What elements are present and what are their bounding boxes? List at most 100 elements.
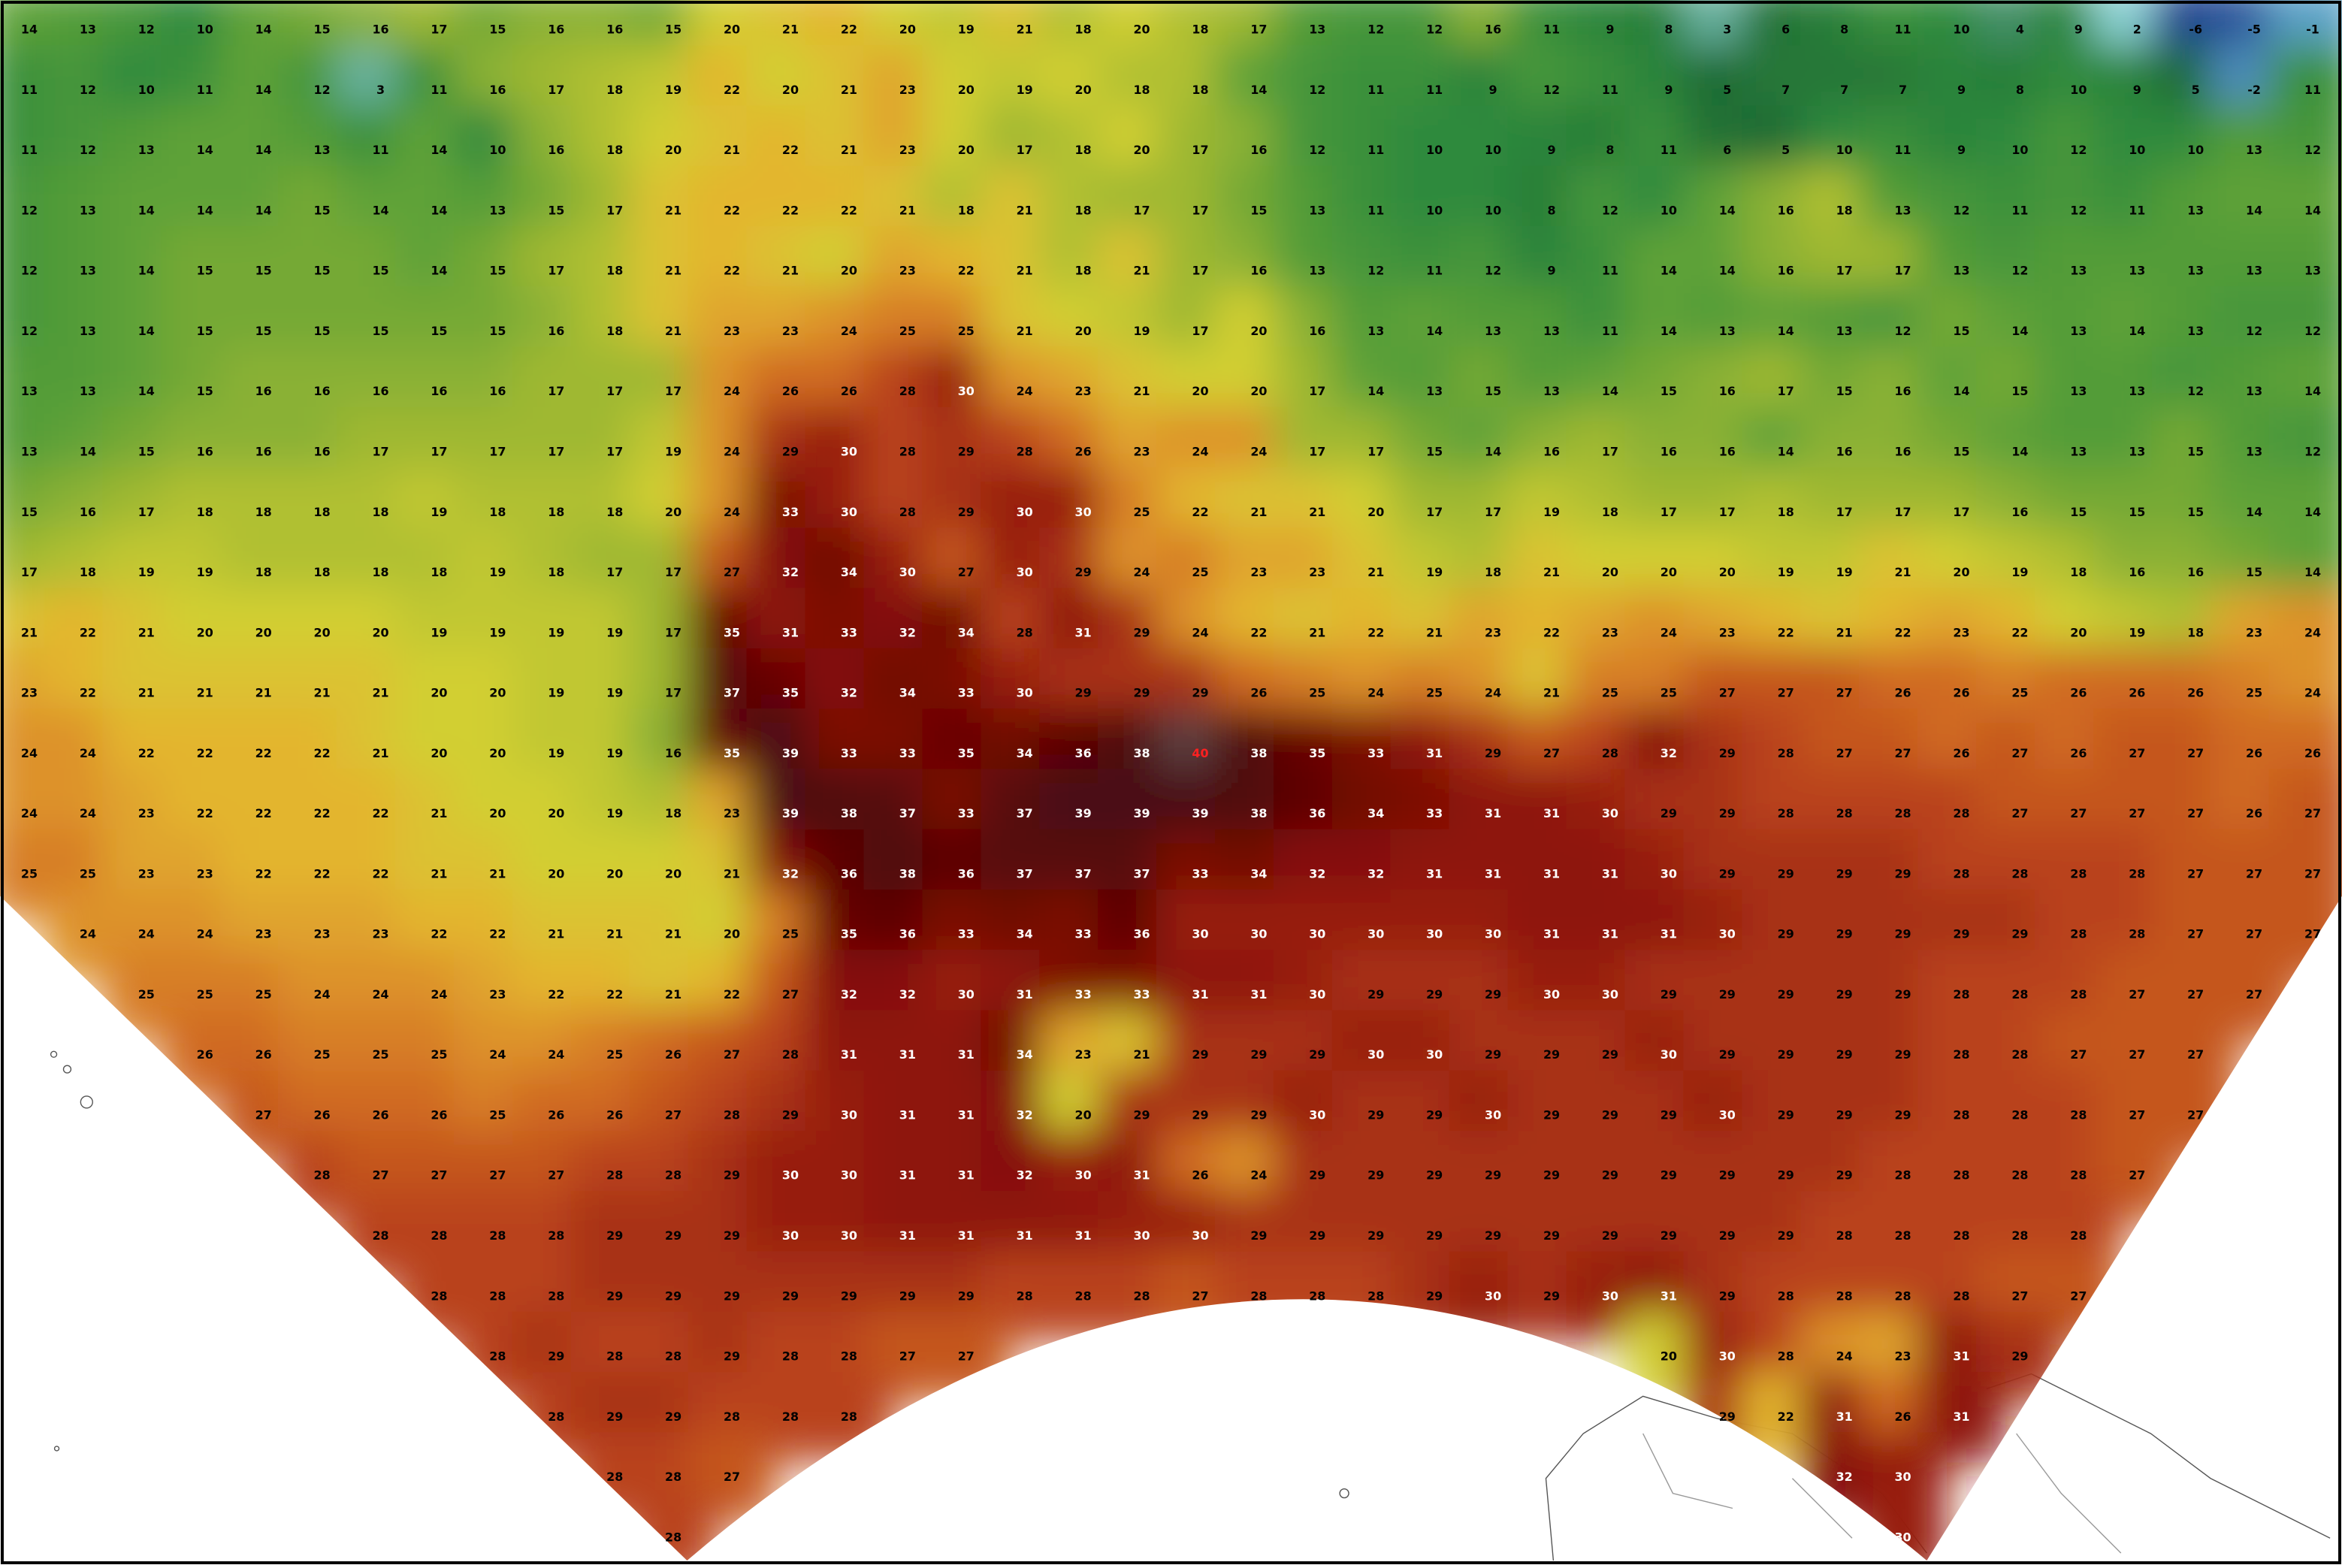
temperature-label: 8	[2016, 83, 2024, 97]
temperature-label: 21	[1836, 625, 1853, 639]
temperature-label: 28	[1017, 625, 1033, 639]
temperature-label: 28	[2070, 1168, 2087, 1183]
temperature-label: 22	[314, 866, 331, 881]
temperature-label: 15	[255, 324, 272, 338]
temperature-label: 26	[255, 1047, 272, 1062]
temperature-label: 17	[1836, 264, 1853, 278]
temperature-label: 20	[489, 746, 506, 760]
temperature-label: 31	[1250, 987, 1267, 1002]
temperature-label: 28	[2070, 927, 2087, 941]
temperature-label: 12	[21, 324, 38, 338]
temperature-label: 13	[2187, 324, 2204, 338]
temperature-label: 29	[1309, 1168, 1325, 1183]
temperature-label: 28	[1953, 866, 1969, 881]
temperature-label: 29	[958, 505, 975, 519]
temperature-label: 15	[197, 384, 213, 398]
temperature-label: 22	[431, 927, 447, 941]
temperature-label: 10	[197, 23, 213, 37]
temperature-label: 17	[1836, 505, 1853, 519]
temperature-label: 28	[1778, 806, 1794, 820]
temperature-label: 14	[138, 324, 155, 338]
temperature-label: 20	[1953, 565, 1969, 579]
temperature-label: 14	[138, 384, 155, 398]
temperature-label: 17	[606, 445, 623, 459]
temperature-label: 29	[1543, 1289, 1560, 1303]
temperature-label: 20	[724, 927, 740, 941]
temperature-label: 22	[606, 987, 623, 1002]
temperature-label: 27	[1836, 686, 1853, 700]
temperature-label: 26	[1953, 746, 1969, 760]
temperature-label: 15	[197, 324, 213, 338]
temperature-label: 22	[255, 806, 272, 820]
temperature-label: 13	[2187, 203, 2204, 217]
temperature-label: 9	[2133, 83, 2141, 97]
temperature-label: 19	[548, 746, 564, 760]
temperature-label: 29	[665, 1409, 681, 1424]
temperature-label: 2	[2133, 23, 2141, 37]
temperature-label: 20	[958, 83, 975, 97]
temperature-label: 13	[1485, 324, 1501, 338]
temperature-label: 22	[724, 987, 740, 1002]
temperature-label: 11	[2304, 83, 2321, 97]
temperature-label: 27	[2011, 746, 2028, 760]
temperature-label: 9	[1957, 143, 1966, 157]
temperature-label: 9	[2075, 23, 2083, 37]
temperature-label: 20	[724, 23, 740, 37]
temperature-label: 25	[80, 866, 96, 881]
temperature-label: 21	[1426, 625, 1443, 639]
temperature-label: 28	[1953, 1289, 1969, 1303]
temperature-label: 30	[1017, 505, 1033, 519]
temperature-label: 32	[899, 987, 916, 1002]
temperature-label: 20	[665, 505, 681, 519]
temperature-label: 12	[314, 83, 331, 97]
temperature-label: 15	[314, 203, 331, 217]
temperature-label: 25	[489, 1107, 506, 1122]
temperature-label: 29	[1719, 987, 1736, 1002]
temperature-label: 22	[1192, 505, 1208, 519]
temperature-label: 29	[548, 1349, 564, 1364]
temperature-label: 27	[724, 1047, 740, 1062]
temperature-label: 20	[899, 23, 916, 37]
temperature-label: 27	[724, 1470, 740, 1484]
temperature-label: 17	[1485, 505, 1501, 519]
temperature-label: 17	[1309, 384, 1325, 398]
temperature-label: 14	[197, 203, 213, 217]
temperature-label: 15	[372, 324, 388, 338]
temperature-label: 23	[138, 806, 155, 820]
temperature-label: 25	[1426, 686, 1443, 700]
temperature-label: 29	[1485, 746, 1501, 760]
temperature-label: 14	[80, 445, 96, 459]
temperature-label: -1	[2306, 23, 2319, 37]
temperature-label: 31	[899, 1228, 916, 1243]
temperature-label: 17	[489, 445, 506, 459]
temperature-label: 16	[197, 445, 213, 459]
temperature-label: 11	[1894, 143, 1911, 157]
temperature-label: 23	[1602, 625, 1618, 639]
temperature-label: 20	[1719, 565, 1736, 579]
temperature-label: 38	[899, 866, 916, 881]
temperature-label: 14	[2011, 445, 2028, 459]
temperature-label: 30	[1017, 686, 1033, 700]
temperature-label: 23	[197, 866, 213, 881]
temperature-label: 14	[197, 143, 213, 157]
temperature-label: 18	[1602, 505, 1618, 519]
temperature-label: 20	[606, 866, 623, 881]
temperature-label: 29	[841, 1289, 857, 1303]
temperature-label: 32	[899, 625, 916, 639]
temperature-label: 24	[489, 1047, 506, 1062]
temperature-label: 17	[1192, 324, 1208, 338]
temperature-label: 30	[841, 1107, 857, 1122]
temperature-label: 29	[665, 1289, 681, 1303]
temperature-label: 14	[1719, 264, 1736, 278]
temperature-label: 21	[21, 625, 38, 639]
temperature-label: 10	[1426, 203, 1443, 217]
temperature-label: 14	[2246, 505, 2262, 519]
temperature-label: 19	[489, 565, 506, 579]
temperature-label: 23	[1309, 565, 1325, 579]
temperature-label: 21	[724, 866, 740, 881]
temperature-label: 28	[2129, 927, 2145, 941]
temperature-label: 17	[1719, 505, 1736, 519]
temperature-label: 28	[1017, 1289, 1033, 1303]
temperature-label: 20	[255, 625, 272, 639]
temperature-label: -6	[2189, 23, 2202, 37]
